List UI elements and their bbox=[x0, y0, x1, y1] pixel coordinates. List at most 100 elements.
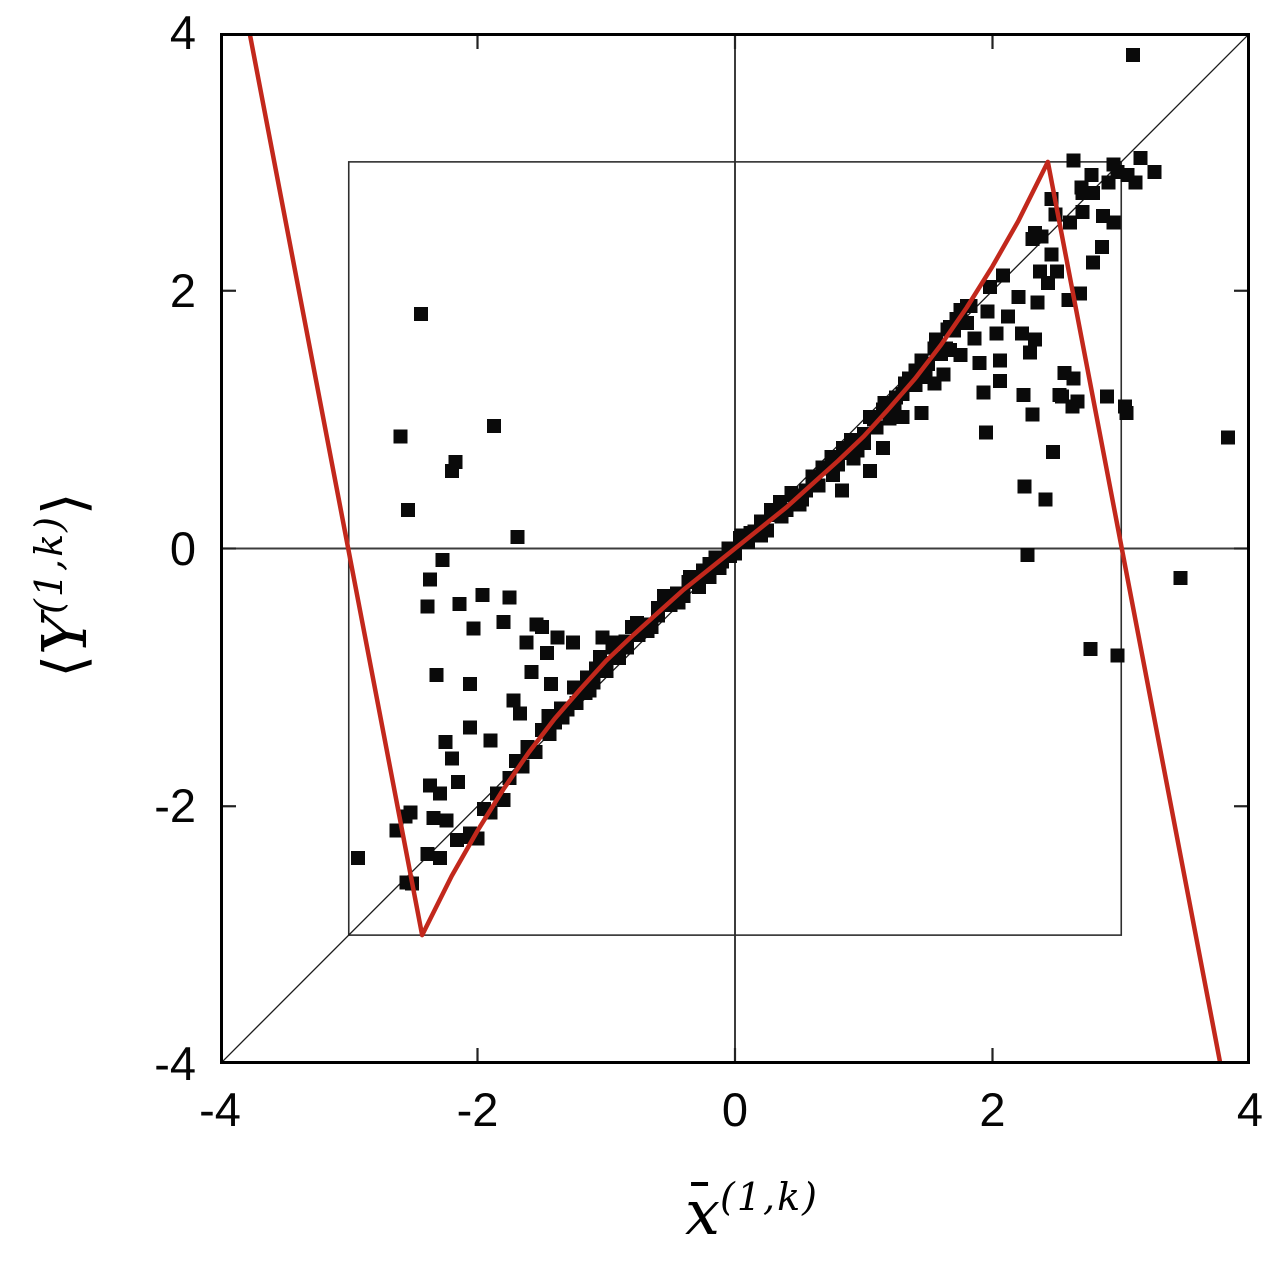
data-point-square bbox=[449, 832, 464, 847]
data-point-square bbox=[475, 587, 490, 602]
data-point-square bbox=[1070, 394, 1085, 409]
data-point-square bbox=[452, 596, 467, 611]
y-axis-label: ⟨Y(1,k)⟩ bbox=[27, 492, 101, 677]
data-point-square bbox=[393, 429, 408, 444]
data-point-square bbox=[512, 706, 527, 721]
right-angle-bracket-icon: ⟩ bbox=[30, 492, 98, 516]
data-point-square bbox=[1044, 247, 1059, 262]
data-point-square bbox=[834, 483, 849, 498]
data-point-square bbox=[435, 553, 450, 568]
data-point-square bbox=[1085, 185, 1100, 200]
data-point-square bbox=[438, 734, 453, 749]
y-tick-label--4: -4 bbox=[154, 1037, 196, 1090]
data-point-square bbox=[1033, 264, 1048, 279]
data-point-square bbox=[540, 645, 555, 660]
data-point-square bbox=[1049, 264, 1064, 279]
left-angle-bracket-icon: ⟨ bbox=[30, 654, 98, 678]
data-point-square bbox=[426, 810, 441, 825]
data-point-square bbox=[439, 813, 454, 828]
data-point-square bbox=[979, 425, 994, 440]
data-point-square bbox=[565, 635, 580, 650]
data-point-square bbox=[895, 410, 910, 425]
data-point-square bbox=[876, 440, 891, 455]
plot-frame bbox=[220, 33, 1250, 1064]
data-point-square bbox=[1038, 492, 1053, 507]
data-point-square bbox=[993, 353, 1008, 368]
data-point-square bbox=[1147, 165, 1162, 180]
data-point-square bbox=[967, 331, 982, 346]
y-superscript: (1,k) bbox=[27, 515, 71, 614]
data-point-square bbox=[1066, 371, 1081, 386]
data-point-square bbox=[936, 367, 951, 382]
data-point-square bbox=[595, 630, 610, 645]
data-point-square bbox=[413, 306, 428, 321]
data-point-square bbox=[1106, 215, 1121, 230]
data-point-square bbox=[1110, 648, 1125, 663]
x-superscript: (1,k) bbox=[720, 1175, 819, 1219]
data-point-square bbox=[529, 617, 544, 632]
x-variable: x bbox=[685, 1176, 720, 1249]
data-point-square bbox=[1027, 225, 1042, 240]
data-point-square bbox=[976, 385, 991, 400]
data-point-square bbox=[451, 774, 466, 789]
data-point-square bbox=[429, 667, 444, 682]
data-point-square bbox=[1128, 175, 1143, 190]
x-tick-label--2: -2 bbox=[456, 1083, 499, 1136]
data-point-square bbox=[989, 326, 1004, 341]
data-point-square bbox=[496, 614, 511, 629]
data-point-square bbox=[1017, 479, 1032, 494]
data-point-square bbox=[444, 464, 459, 479]
data-point-square bbox=[1173, 571, 1188, 586]
data-point-square bbox=[1066, 153, 1081, 168]
data-point-square bbox=[462, 676, 477, 691]
data-point-square bbox=[466, 621, 481, 636]
x-tick-label--4: -4 bbox=[199, 1083, 241, 1136]
data-point-square bbox=[1015, 326, 1030, 341]
data-point-square bbox=[1083, 642, 1098, 657]
data-point-square bbox=[1084, 167, 1099, 182]
data-point-square bbox=[1016, 388, 1031, 403]
data-point-square bbox=[1027, 332, 1042, 347]
data-point-square bbox=[1074, 180, 1089, 195]
data-point-square bbox=[483, 733, 498, 748]
data-point-square bbox=[462, 720, 477, 735]
data-point-square bbox=[433, 850, 448, 865]
data-point-square bbox=[543, 676, 558, 691]
y-tick-label-0: 0 bbox=[169, 521, 196, 575]
data-point-square bbox=[422, 572, 437, 587]
scatter-points bbox=[350, 47, 1236, 891]
data-point-square bbox=[519, 635, 534, 650]
data-point-square bbox=[1085, 255, 1100, 270]
data-point-square bbox=[420, 846, 435, 861]
data-point-square bbox=[995, 268, 1010, 283]
overbar-macron bbox=[691, 1182, 709, 1186]
data-point-square bbox=[1011, 290, 1026, 305]
data-point-square bbox=[1133, 151, 1148, 166]
data-point-square bbox=[1046, 444, 1061, 459]
x-tick-label-0: 0 bbox=[721, 1083, 749, 1136]
data-point-square bbox=[1020, 547, 1035, 562]
data-point-square bbox=[1110, 165, 1125, 180]
red-map-curve bbox=[247, 33, 1223, 1064]
data-point-square bbox=[444, 751, 459, 766]
data-point-square bbox=[487, 419, 502, 434]
data-point-square bbox=[1022, 345, 1037, 360]
data-point-square bbox=[914, 406, 929, 421]
data-point-square bbox=[510, 529, 525, 544]
data-point-square bbox=[550, 630, 565, 645]
data-point-square bbox=[502, 590, 517, 605]
plot-area bbox=[220, 33, 1250, 1064]
data-point-square bbox=[1125, 47, 1140, 62]
data-point-square bbox=[420, 599, 435, 614]
data-point-square bbox=[972, 355, 987, 370]
data-point-square bbox=[1119, 406, 1134, 421]
data-point-square bbox=[943, 343, 958, 358]
y-tick-label-4: 4 bbox=[169, 6, 196, 59]
data-point-square bbox=[1094, 239, 1109, 254]
data-point-square bbox=[1062, 215, 1077, 230]
data-point-square bbox=[846, 451, 861, 466]
data-point-square bbox=[863, 464, 878, 479]
data-point-square bbox=[1100, 389, 1115, 404]
x-tick-label-2: 2 bbox=[979, 1083, 1006, 1136]
